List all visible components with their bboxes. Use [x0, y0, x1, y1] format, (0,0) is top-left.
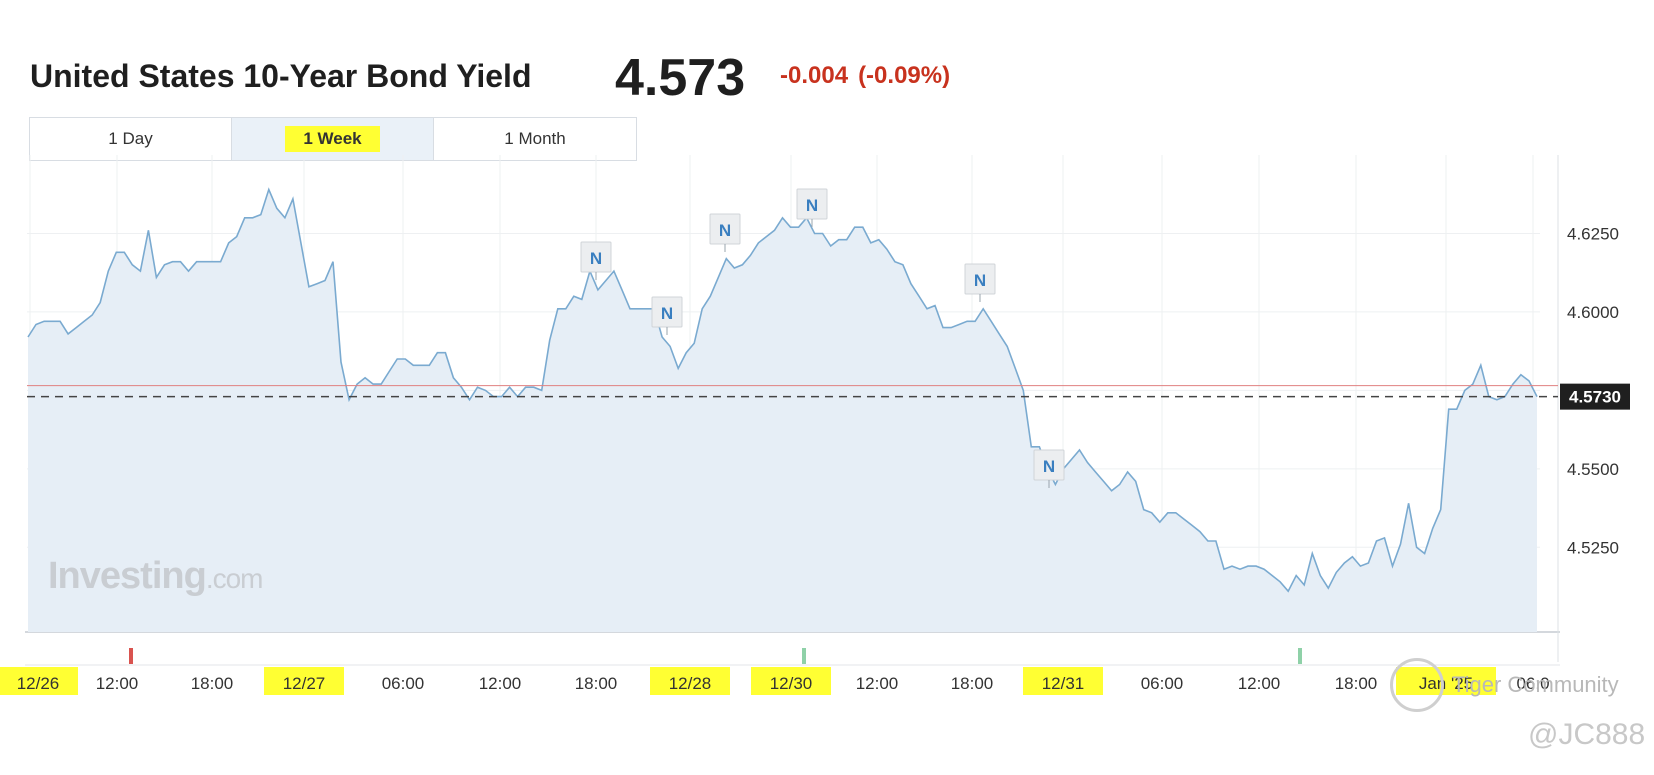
news-marker-label: N: [590, 249, 602, 268]
tab-label: 1 Day: [108, 129, 153, 148]
volume-bar: [129, 648, 133, 664]
x-tick-label: 12/30: [770, 674, 813, 693]
news-marker[interactable]: N: [580, 241, 612, 280]
yield-line: [27, 187, 1538, 593]
price-change: -0.004 (-0.09%): [780, 62, 950, 90]
news-marker-label: N: [974, 271, 986, 290]
news-marker[interactable]: N: [651, 296, 683, 335]
change-value: -0.004: [780, 62, 849, 89]
current-value-label: 4.5730: [1569, 388, 1621, 407]
x-tick-label: 06:00: [382, 674, 425, 693]
tab-1-month[interactable]: 1 Month: [434, 118, 636, 160]
x-tick-label: 12/31: [1042, 674, 1085, 693]
news-marker[interactable]: N: [709, 213, 741, 252]
yield-area: [28, 189, 1537, 632]
news-marker-label: N: [806, 196, 818, 215]
investing-watermark: Investing.com: [48, 555, 263, 598]
tab-label: 1 Week: [285, 126, 380, 152]
tab-label: 1 Month: [504, 129, 566, 148]
watermark-brand: Investing: [48, 555, 207, 597]
news-marker-label: N: [661, 304, 673, 323]
volume-bar: [802, 648, 806, 664]
watermark-suffix: .com: [205, 563, 264, 594]
x-tick-label: 18:00: [191, 674, 234, 693]
x-tick-label: 12:00: [96, 674, 139, 693]
tab-1-day[interactable]: 1 Day: [30, 118, 232, 160]
current-value-badge-bg: [1560, 383, 1630, 410]
news-marker[interactable]: N: [1033, 449, 1065, 488]
x-tick-highlight: [751, 667, 831, 695]
news-marker-label: N: [1043, 457, 1055, 476]
last-price: 4.573: [615, 49, 746, 107]
x-tick-highlight: [264, 667, 344, 695]
x-tick-label: 12/27: [283, 674, 326, 693]
y-tick-label: 4.6000: [1567, 303, 1619, 322]
x-tick-label: 06:0: [1516, 674, 1549, 693]
author-handle: @JC888: [1528, 718, 1646, 751]
volume-bar: [1298, 648, 1302, 664]
x-tick-highlight: [1023, 667, 1103, 695]
tiger-logo-icon: [1390, 658, 1444, 712]
community-text: Tiger Community: [1452, 672, 1619, 697]
y-tick-label: 4.6250: [1567, 224, 1619, 243]
x-tick-label: 12:00: [1238, 674, 1281, 693]
news-marker[interactable]: N: [964, 263, 996, 302]
change-percent: (-0.09%): [858, 62, 951, 89]
y-tick-label: 4.5250: [1567, 538, 1619, 557]
x-tick-label: 06:00: [1141, 674, 1184, 693]
x-tick-label: 18:00: [575, 674, 618, 693]
news-markers: N N N N N N: [580, 188, 1065, 488]
x-tick-highlight: [0, 667, 78, 695]
x-tick-label: 18:00: [951, 674, 994, 693]
news-marker[interactable]: N: [796, 188, 828, 227]
x-tick-label: 12:00: [856, 674, 899, 693]
x-tick-highlight: [650, 667, 730, 695]
news-marker-label: N: [719, 221, 731, 240]
x-tick-label: 12:00: [479, 674, 522, 693]
x-tick-label: 12/26: [17, 674, 60, 693]
community-overlay: Tiger Community: [1390, 672, 1619, 698]
timeframe-tabs: 1 Day 1 Week 1 Month: [29, 117, 637, 161]
x-axis: 12/26 12:00 18:00 12/27 06:00 12:00 18:00 12/28…: [0, 667, 1550, 695]
y-tick-label: 4.5500: [1567, 460, 1619, 479]
x-tick-label: 12/28: [669, 674, 712, 693]
x-tick-label: 18:00: [1335, 674, 1378, 693]
instrument-title: United States 10-Year Bond Yield: [30, 58, 532, 94]
current-value-badge: 4.5730: [1560, 383, 1630, 410]
tab-1-week[interactable]: 1 Week: [232, 118, 434, 160]
quote-header: United States 10-Year Bond Yield 4.573 -…: [30, 44, 1030, 107]
